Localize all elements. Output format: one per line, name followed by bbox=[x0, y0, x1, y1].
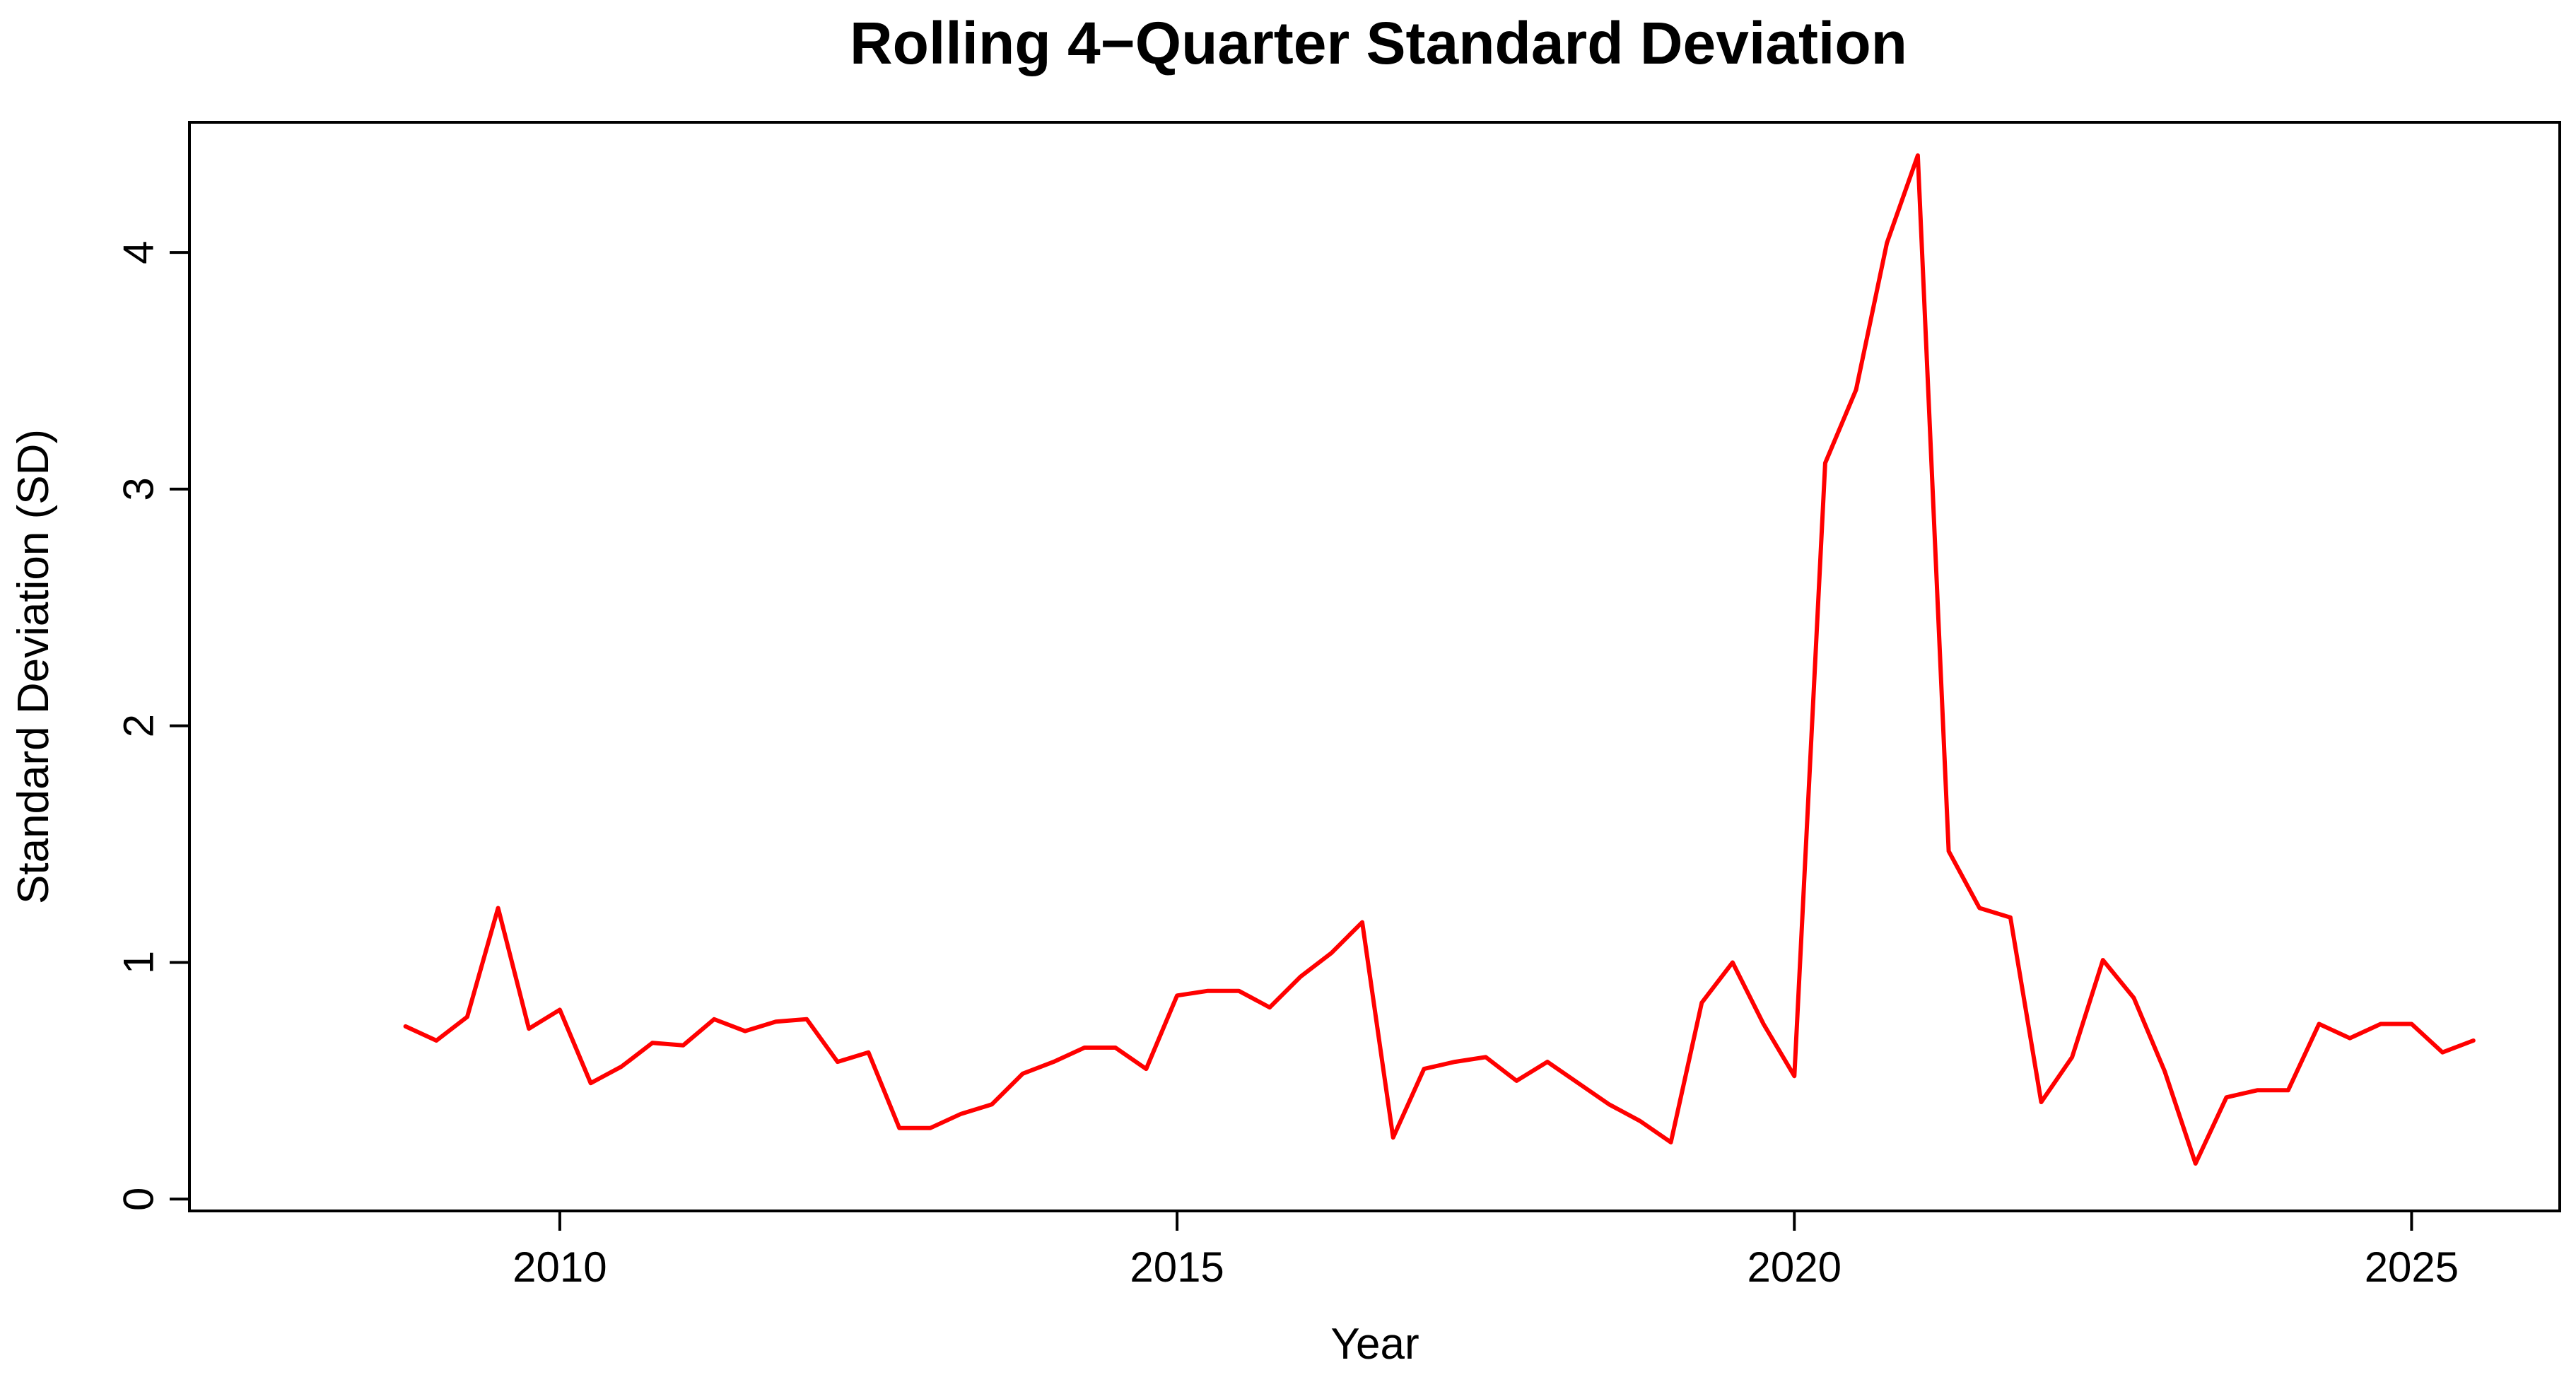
y-tick-label: 0 bbox=[115, 1188, 163, 1211]
y-tick-label: 2 bbox=[115, 714, 163, 737]
y-tick-label: 3 bbox=[115, 477, 163, 500]
x-axis-label: Year bbox=[1330, 1320, 1419, 1369]
x-tick-label: 2010 bbox=[513, 1243, 607, 1291]
y-tick-label: 1 bbox=[115, 951, 163, 974]
chart-title: Rolling 4−Quarter Standard Deviation bbox=[850, 10, 1907, 76]
plot-frame bbox=[188, 121, 2561, 1212]
x-tick-label: 2020 bbox=[1747, 1243, 1842, 1291]
series-layer bbox=[403, 153, 2476, 1166]
x-tick-label: 2015 bbox=[1130, 1243, 1224, 1291]
y-axis-label: Standard Deviation (SD) bbox=[9, 429, 58, 904]
x-axis: 2010 2015 2020 2025 bbox=[513, 1210, 2459, 1291]
y-axis: 0 1 2 3 4 bbox=[115, 240, 191, 1211]
x-tick-label: 2025 bbox=[2365, 1243, 2459, 1291]
series-line bbox=[403, 153, 2476, 1166]
y-tick-label: 4 bbox=[115, 240, 163, 264]
